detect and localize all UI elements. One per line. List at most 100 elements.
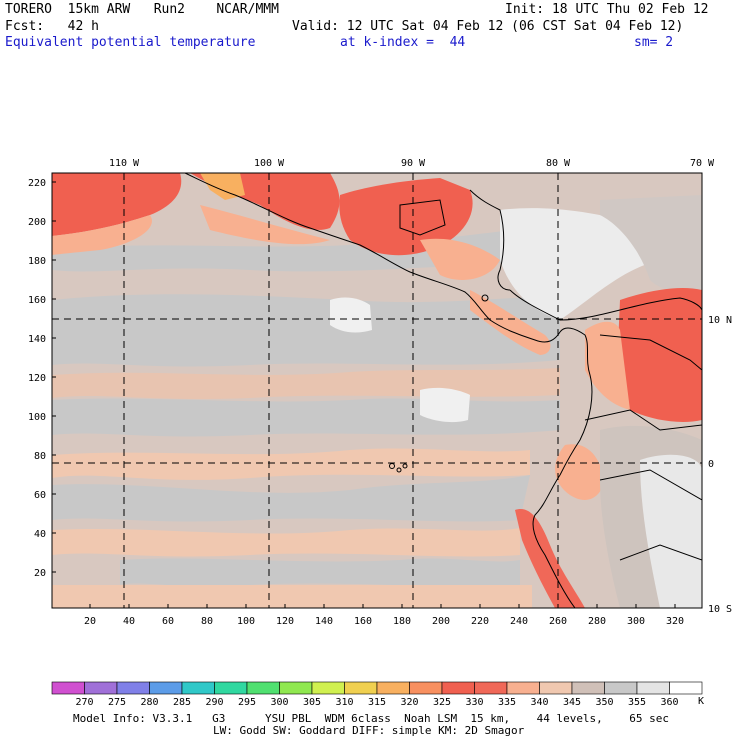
colorbar-label: 345 (563, 697, 581, 708)
colorbar-swatch (539, 681, 573, 695)
colorbar-swatch (84, 681, 118, 695)
warm-fringe-mexico-s (200, 205, 330, 245)
colorbar-swatch (636, 681, 670, 695)
colorbar-swatch (246, 681, 280, 695)
hot-core-mexico (200, 173, 245, 200)
gray-band-3 (52, 398, 560, 437)
x-tick: 280 (588, 616, 606, 627)
colorbar-swatch (51, 681, 85, 695)
x-tick: 260 (549, 616, 567, 627)
colorbar-label: 335 (498, 697, 516, 708)
y-tick: 140 (28, 334, 46, 345)
x-tick: 200 (432, 616, 450, 627)
colorbar-label: 280 (140, 697, 158, 708)
y-tick: 40 (34, 529, 46, 540)
colorbar-label: 360 (660, 697, 678, 708)
pacific-coastline (184, 173, 593, 608)
colorbar-swatch (116, 681, 150, 695)
colorbar-swatch (669, 681, 703, 695)
colorbar-swatch (311, 681, 345, 695)
peach-band-3 (52, 528, 520, 557)
colorbar-swatch (376, 681, 410, 695)
header-line1-left: TORERO 15km ARW Run2 NCAR/MMM (5, 2, 279, 17)
x-tick: 240 (510, 616, 528, 627)
colorbar-swatch (604, 681, 638, 695)
colorbar: 270 275 280 285 290 295 300 305 310 315 320 325 330 3… (51, 681, 703, 708)
guatemala-border (399, 199, 446, 236)
colorbar-swatch (409, 681, 443, 695)
light-patch-1 (330, 297, 372, 333)
colorbar-label: 320 (400, 697, 418, 708)
header-line2-right: Valid: 12 UTC Sat 04 Feb 12 (06 CST Sat … (292, 19, 684, 34)
y-tick: 80 (34, 451, 46, 462)
x-tick: 320 (666, 616, 684, 627)
x-tick: 60 (162, 616, 174, 627)
x-tick: 140 (315, 616, 333, 627)
gray-band-1 (52, 294, 560, 367)
colorbar-label: 310 (335, 697, 353, 708)
hot-region-peru-coast (515, 509, 585, 608)
x-tick: 220 (471, 616, 489, 627)
warm-region-ecuador (555, 444, 605, 500)
header-line1-right: Init: 18 UTC Thu 02 Feb 12 (505, 2, 709, 17)
amazon-light-region (640, 454, 702, 608)
gray-band-4 (52, 475, 530, 522)
colorbar-label: 330 (465, 697, 483, 708)
light-patch-caribbean (500, 208, 660, 320)
lon-label-90w: 90 W (401, 158, 426, 169)
x-tick: 300 (627, 616, 645, 627)
level-label: at k-index = 44 (340, 35, 466, 50)
yucatan-belize-coast (469, 189, 511, 291)
light-patch-2 (420, 387, 470, 423)
colorbar-label: 290 (205, 697, 223, 708)
y-tick: 60 (34, 490, 46, 501)
colorbar-label: 315 (368, 697, 386, 708)
brazil-border (619, 544, 702, 561)
x-tick: 160 (354, 616, 372, 627)
galapagos-2 (396, 467, 402, 473)
colorbar-label: 350 (595, 697, 613, 708)
lat-label-10s: 10 S (708, 604, 732, 615)
y-tick: 100 (28, 412, 46, 423)
gray-band-5 (120, 558, 520, 587)
galapagos-3 (402, 463, 408, 469)
x-tick: 20 (84, 616, 96, 627)
peru-border (599, 469, 702, 501)
colorbar-swatch (474, 681, 508, 695)
colorbar-swatch (214, 681, 248, 695)
smoothing-label: sm= 2 (634, 35, 674, 50)
x-tick: 80 (201, 616, 213, 627)
y-tick: 160 (28, 295, 46, 306)
x-tick: 120 (276, 616, 294, 627)
warm-region-colombia-w (585, 321, 630, 410)
y-tick: 180 (28, 256, 46, 267)
colombia-border (599, 334, 702, 371)
y-tick: 200 (28, 217, 46, 228)
y-tick: 220 (28, 178, 46, 189)
warm-region-honduras (420, 238, 500, 280)
colorbar-swatch (181, 681, 215, 695)
colorbar-label: 270 (75, 697, 93, 708)
colorbar-swatch (571, 681, 605, 695)
hot-region-colombia (617, 288, 702, 422)
lon-label-80w: 80 W (546, 158, 571, 169)
header-line2-left: Fcst: 42 h (5, 19, 99, 34)
colorbar-label: 275 (108, 697, 126, 708)
colorbar-swatch (149, 681, 183, 695)
colorbar-label: 300 (270, 697, 288, 708)
colorbar-swatch (506, 681, 540, 695)
lon-label-100w: 100 W (254, 158, 285, 169)
caribbean-east (600, 195, 702, 292)
colorbar-label: 355 (628, 697, 646, 708)
y-tick: 120 (28, 373, 46, 384)
lat-label-0: 0 (708, 459, 714, 470)
hot-region-mexico-nw (52, 173, 182, 236)
lon-label-70w: 70 W (690, 158, 715, 169)
ecuador-border (584, 409, 702, 431)
x-tick: 100 (237, 616, 255, 627)
warm-fringe-mexico-nw (52, 215, 152, 255)
colorbar-swatch (344, 681, 378, 695)
caribbean-coast (509, 289, 702, 321)
colorbar-label: 325 (433, 697, 451, 708)
